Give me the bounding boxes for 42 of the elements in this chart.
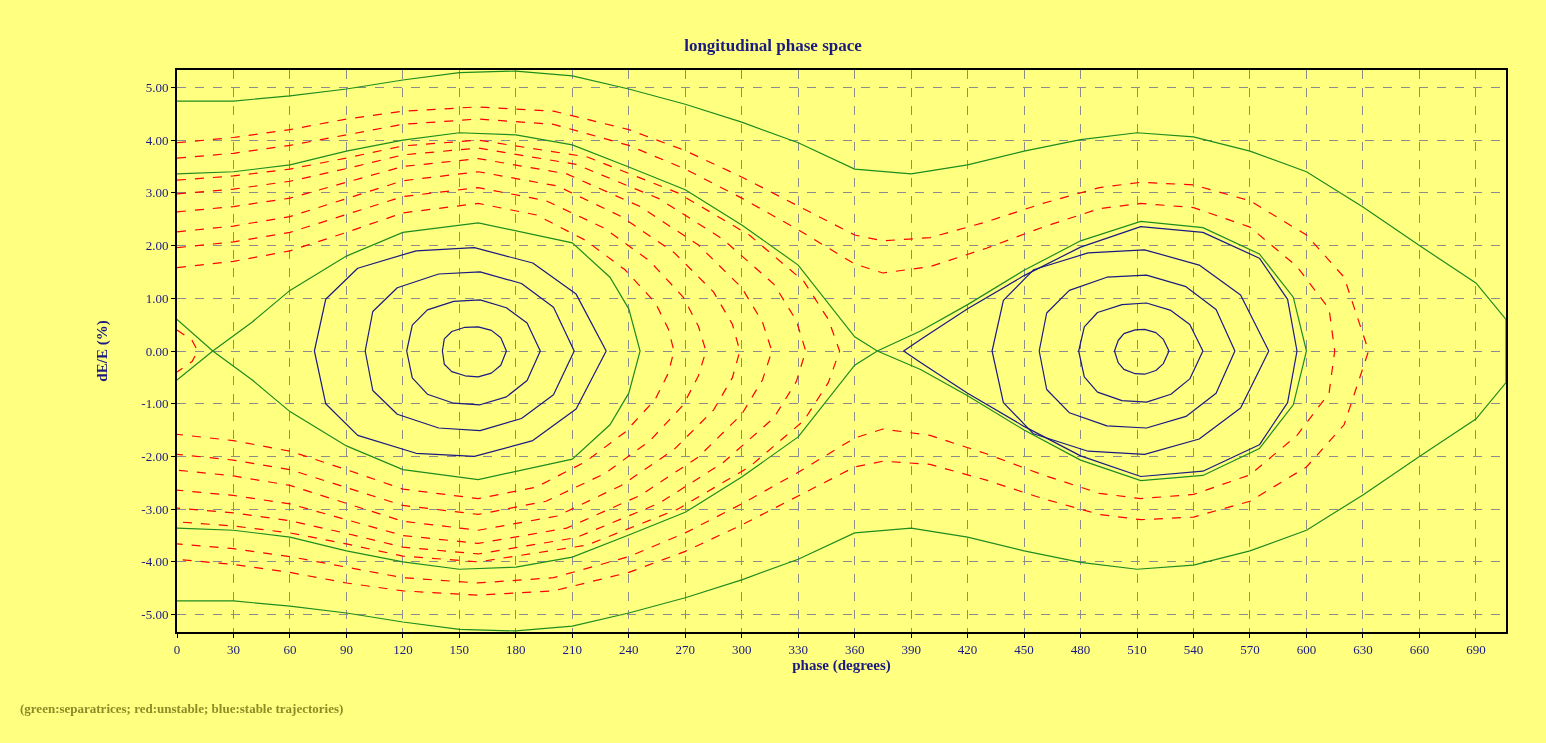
x-tick-label: 690 <box>1466 641 1486 657</box>
line-series <box>177 222 641 481</box>
line-series <box>177 329 199 373</box>
x-tick-label: 270 <box>675 641 696 657</box>
y-tick-label: -3.00 <box>141 501 169 517</box>
text: (green:separatrices; red:unstable; blue:stable trajectories) <box>20 701 344 716</box>
y-tick-label: -4.00 <box>141 554 169 570</box>
x-tick-label: 540 <box>1183 641 1204 657</box>
x-tick-label: 0 <box>173 641 181 657</box>
x-tick-label: 60 <box>283 641 297 657</box>
y-axis-title: dE/E (%) <box>94 320 112 382</box>
x-tick-label: 630 <box>1353 641 1373 657</box>
y-tick-label: 2.00 <box>145 238 169 254</box>
y-tick-label: 3.00 <box>145 185 169 201</box>
x-tick-label: 150 <box>449 641 470 657</box>
x-tick-label: 90 <box>339 641 353 657</box>
line-series <box>177 202 675 500</box>
y-tick-label: 5.00 <box>145 79 169 95</box>
x-tick-label: 240 <box>619 641 639 657</box>
x-tick-label: 210 <box>562 641 583 657</box>
y-tick-label: -1.00 <box>141 396 169 412</box>
x-tick-label: 390 <box>901 641 921 657</box>
x-tick-label: 360 <box>844 641 865 657</box>
x-tick-label: 180 <box>506 641 526 657</box>
x-tick-label: 450 <box>1014 641 1034 657</box>
x-tick-label: 570 <box>1240 641 1260 657</box>
y-tick-label: -2.00 <box>141 448 169 464</box>
y-tick-label: 1.00 <box>145 290 169 306</box>
x-tick-label: 660 <box>1409 641 1430 657</box>
y-tick-label: 0.00 <box>145 343 169 359</box>
x-axis-title: phase (degrees) <box>792 657 891 675</box>
x-tick-label: 510 <box>1127 641 1147 657</box>
x-tick-label: 120 <box>393 641 413 657</box>
y-tick-label: 4.00 <box>145 132 169 148</box>
x-tick-label: 480 <box>1070 641 1091 657</box>
x-tick-label: 300 <box>731 641 752 657</box>
y-tick-label: -5.00 <box>141 607 169 623</box>
x-tick-label: 420 <box>957 641 978 657</box>
chart-title: longitudinal phase space <box>684 35 863 55</box>
x-tick-label: 30 <box>226 641 240 657</box>
x-tick-label: 600 <box>1296 641 1317 657</box>
x-tick-label: 330 <box>788 641 808 657</box>
